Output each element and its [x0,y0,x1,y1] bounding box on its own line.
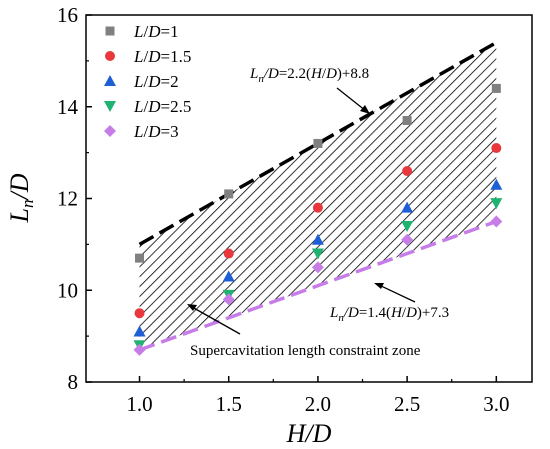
data-point [135,253,145,263]
data-point [133,325,146,337]
data-point [133,343,146,356]
lower-callout-arrow [378,284,416,303]
legend-label: L/D=2 [133,72,179,91]
lower-fit-line [138,219,497,352]
legend-marker [104,125,116,137]
data-point [401,233,414,246]
data-point [313,138,323,148]
upper-line-equation: Ln/D=2.2(H/D)+8.8 [249,66,369,85]
y-tick-label: 14 [57,95,79,119]
zone-callout-arrow [191,306,241,335]
x-axis-label: H/D [286,419,332,448]
legend-label: L/D=3 [133,122,179,141]
data-point [491,83,501,93]
data-point [311,233,324,245]
data-point [491,143,502,154]
data-point [402,116,412,126]
data-point [312,202,323,213]
x-tick-label: 1.5 [216,392,242,416]
zone-callout-arrowhead [187,304,197,311]
x-tick-label: 2.0 [305,392,331,416]
x-tick-label: 3.0 [483,392,509,416]
lower-line-equation: Ln/D=1.4(H/D)+7.3 [329,305,449,324]
data-point [490,198,503,210]
data-point [402,165,413,176]
data-point [490,178,503,190]
constraint-zone [139,42,497,350]
data-point [401,201,414,213]
legend-label: L/D=2.5 [133,97,191,116]
upper-callout-arrow [336,87,367,112]
legend-marker [105,26,115,36]
zone-label: Supercavitation length constraint zone [190,343,421,359]
data-point [401,221,414,233]
data-point [134,308,145,319]
upper-callout-arrowhead [360,105,370,114]
data-point [224,189,234,199]
data-point [490,215,503,228]
legend-marker [104,101,116,112]
legend-label: L/D=1.5 [133,47,191,66]
y-tick-label: 8 [68,370,79,394]
y-axis-label: Ln/D [5,173,37,223]
data-point [223,248,234,259]
x-tick-label: 1.0 [126,392,152,416]
data-point [222,293,235,306]
legend-label: L/D=1 [133,22,179,41]
data-point [222,270,235,282]
y-tick-label: 16 [57,3,78,27]
x-tick-label: 2.5 [394,392,420,416]
lower-callout-arrowhead [374,283,384,289]
legend-marker [104,75,116,86]
legend: L/D=1 L/D=1.5 L/D=2 L/D=2.5 L/D=3 [104,22,191,141]
y-tick-label: 12 [57,187,78,211]
legend-marker [105,51,115,61]
data-point [311,261,324,274]
y-tick-label: 10 [57,278,78,302]
data-point [311,248,324,260]
